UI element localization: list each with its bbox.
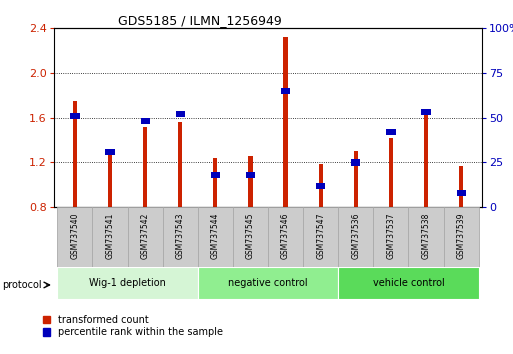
Bar bbox=[354, 151, 358, 207]
Bar bbox=[424, 115, 428, 207]
Bar bbox=[444, 207, 479, 267]
Bar bbox=[351, 159, 361, 166]
Bar bbox=[141, 118, 150, 124]
Bar bbox=[198, 207, 233, 267]
Bar bbox=[248, 156, 252, 207]
Text: GSM737537: GSM737537 bbox=[386, 213, 396, 259]
Bar bbox=[143, 127, 147, 207]
Bar bbox=[268, 207, 303, 267]
Bar bbox=[233, 207, 268, 267]
Text: GSM737536: GSM737536 bbox=[351, 213, 360, 259]
Bar bbox=[338, 207, 373, 267]
Text: GSM737538: GSM737538 bbox=[422, 213, 430, 259]
Text: negative control: negative control bbox=[228, 278, 308, 288]
Text: vehicle control: vehicle control bbox=[372, 278, 444, 288]
Bar bbox=[284, 37, 288, 207]
Text: GSM737540: GSM737540 bbox=[70, 213, 80, 259]
Text: GSM737545: GSM737545 bbox=[246, 213, 255, 259]
Bar bbox=[303, 207, 338, 267]
Bar bbox=[373, 207, 408, 267]
Bar bbox=[163, 207, 198, 267]
Bar bbox=[105, 149, 115, 155]
Bar bbox=[421, 109, 431, 115]
Text: GSM737539: GSM737539 bbox=[457, 213, 466, 259]
Text: GSM737547: GSM737547 bbox=[316, 213, 325, 259]
Text: GSM737546: GSM737546 bbox=[281, 213, 290, 259]
Bar bbox=[92, 207, 128, 267]
Bar bbox=[211, 172, 220, 178]
Text: Wig-1 depletion: Wig-1 depletion bbox=[89, 278, 166, 288]
Bar bbox=[108, 151, 112, 207]
Text: GSM737544: GSM737544 bbox=[211, 213, 220, 259]
Bar bbox=[389, 138, 393, 207]
Bar bbox=[178, 122, 183, 207]
Bar bbox=[73, 101, 77, 207]
Bar bbox=[198, 267, 338, 299]
Bar bbox=[70, 113, 80, 119]
Bar bbox=[128, 207, 163, 267]
Bar bbox=[57, 207, 92, 267]
Bar bbox=[459, 166, 463, 207]
Bar bbox=[386, 129, 396, 135]
Bar bbox=[319, 164, 323, 207]
Text: protocol: protocol bbox=[3, 280, 42, 290]
Text: GSM737541: GSM737541 bbox=[106, 213, 114, 259]
Bar bbox=[57, 267, 198, 299]
Text: GSM737542: GSM737542 bbox=[141, 213, 150, 259]
Bar bbox=[246, 172, 255, 178]
Bar bbox=[281, 88, 290, 94]
Legend: transformed count, percentile rank within the sample: transformed count, percentile rank withi… bbox=[41, 313, 225, 339]
Bar bbox=[316, 183, 325, 189]
Bar bbox=[338, 267, 479, 299]
Text: GSM737543: GSM737543 bbox=[176, 213, 185, 259]
Bar bbox=[213, 158, 218, 207]
Bar bbox=[175, 111, 185, 117]
Bar bbox=[408, 207, 444, 267]
Bar bbox=[457, 190, 466, 196]
Text: GDS5185 / ILMN_1256949: GDS5185 / ILMN_1256949 bbox=[118, 14, 282, 27]
